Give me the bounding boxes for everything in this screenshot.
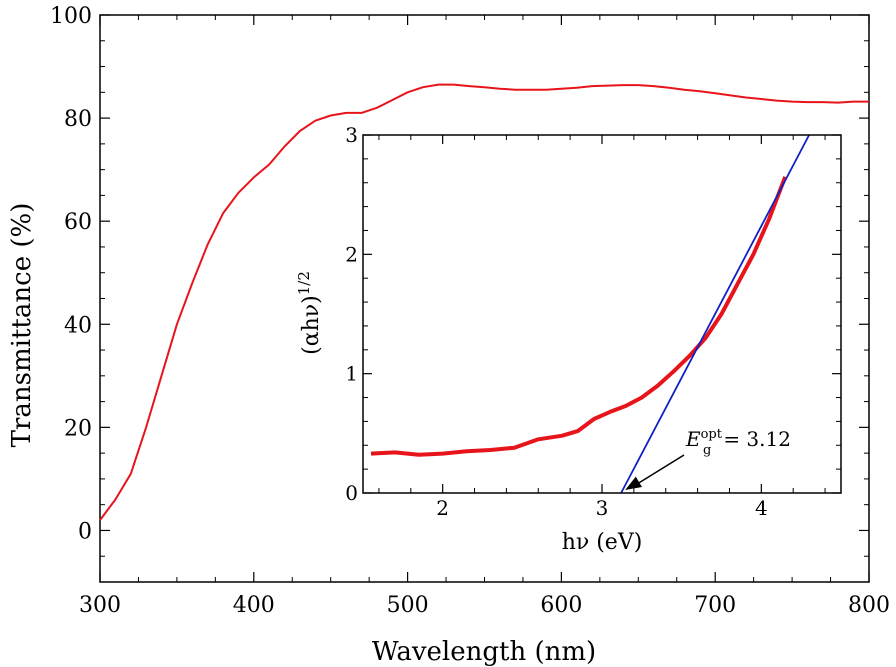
main-y-axis-title: Transmittance (%): [7, 203, 37, 448]
main-x-axis-title: Wavelength (nm): [372, 637, 596, 667]
bandgap-label: Eopt g = 3.12: [685, 427, 791, 458]
inset-plot: 2 3 4 0 1 2 3 hν (eV) (αhν)1/2 Eopt g = 3.12: [295, 123, 842, 555]
main-x-tick-label: 500: [387, 593, 429, 618]
inset-x-axis-title: hν (eV): [562, 530, 643, 555]
inset-y-tick-label: 2: [345, 242, 358, 266]
main-x-tick-label: 700: [694, 593, 736, 618]
inset-y-axis-title: (αhν)1/2: [295, 271, 324, 355]
main-x-tick-label: 600: [540, 593, 582, 618]
bandgap-label-symbol: E: [685, 427, 701, 451]
transmittance-series-line: [99, 83, 869, 521]
inset-y-axis-title-superscript: 1/2: [295, 271, 313, 295]
tauc-plot-series-line: [370, 176, 788, 457]
inset-y-tick-label: 1: [345, 362, 358, 386]
bandgap-arrow: [636, 454, 685, 485]
inset-series-layer: [370, 134, 810, 494]
inset-y-axis-title-main: (αhν): [299, 295, 324, 355]
inset-x-tick-label: 3: [596, 496, 609, 520]
bandgap-arrow-head: [625, 476, 642, 490]
main-y-tick-label: 100: [50, 4, 92, 29]
main-x-tick-label: 400: [233, 593, 275, 618]
main-x-tick-label: 300: [79, 593, 121, 618]
bandgap-label-superscript: opt: [701, 427, 723, 442]
main-y-tick-label: 60: [64, 210, 92, 235]
main-series-layer: [99, 83, 869, 521]
main-x-tick-label: 800: [848, 593, 890, 618]
inset-axis-ticks: [363, 134, 841, 494]
main-y-tick-label: 0: [78, 519, 92, 544]
inset-y-tick-label: 3: [345, 123, 358, 147]
inset-tick-labels: 2 3 4 0 1 2 3: [345, 123, 767, 520]
inset-y-tick-label: 0: [345, 481, 358, 505]
main-y-tick-label: 40: [64, 313, 92, 338]
main-axis-ticks: [99, 14, 870, 583]
inset-x-tick-label: 4: [755, 496, 768, 520]
bandgap-label-value: = 3.12: [723, 427, 791, 451]
bandgap-label-subscript: g: [703, 443, 711, 458]
inset-x-tick-label: 2: [436, 496, 449, 520]
main-y-tick-label: 80: [64, 107, 92, 132]
bandgap-annotation: Eopt g = 3.12: [625, 427, 791, 490]
inset-plot-background: [363, 135, 841, 493]
tauc-fit-line: [620, 134, 810, 494]
main-y-tick-label: 20: [64, 416, 92, 441]
